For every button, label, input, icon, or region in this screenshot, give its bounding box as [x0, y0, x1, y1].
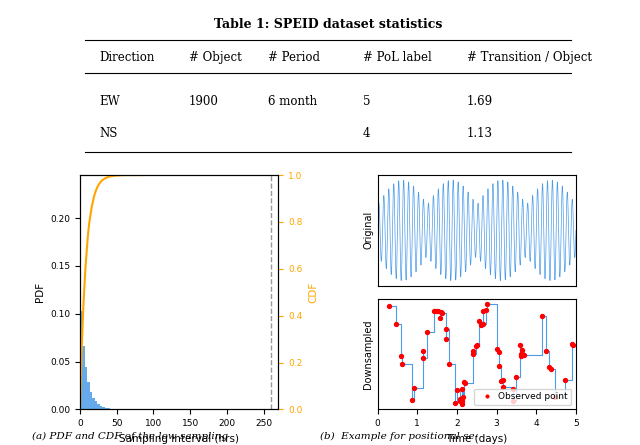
- Bar: [100, 406, 102, 409]
- X-axis label: Sampling interval (hrs): Sampling interval (hrs): [119, 434, 239, 444]
- Text: EW: EW: [100, 95, 120, 108]
- Point: [440, 325, 451, 332]
- Point: [508, 397, 518, 405]
- Point: [478, 320, 488, 328]
- Point: [433, 307, 443, 315]
- Point: [440, 335, 451, 342]
- Point: [536, 312, 547, 320]
- Point: [508, 386, 518, 393]
- Point: [541, 348, 551, 355]
- Text: Direction: Direction: [100, 51, 156, 64]
- Text: (a) PDF and CDF of the low sampling: (a) PDF and CDF of the low sampling: [32, 431, 228, 441]
- Point: [545, 363, 555, 370]
- Point: [492, 345, 502, 352]
- Bar: [88, 382, 90, 409]
- Point: [455, 398, 465, 405]
- Point: [498, 376, 508, 384]
- Point: [418, 355, 428, 362]
- Point: [458, 379, 468, 386]
- Text: (b)  Example for positional se-: (b) Example for positional se-: [320, 431, 478, 441]
- Point: [560, 376, 570, 384]
- Text: # Transition / Object: # Transition / Object: [467, 51, 592, 64]
- X-axis label: Time (days): Time (days): [446, 434, 508, 444]
- Bar: [92, 398, 95, 409]
- Point: [476, 321, 486, 328]
- Point: [451, 387, 461, 394]
- Bar: [97, 405, 100, 409]
- Point: [515, 341, 525, 348]
- Bar: [85, 367, 88, 409]
- Bar: [83, 346, 85, 409]
- Text: 1900: 1900: [189, 95, 219, 108]
- Point: [517, 346, 527, 353]
- Point: [493, 348, 504, 356]
- Bar: [80, 312, 83, 409]
- Point: [496, 378, 506, 385]
- Text: 4: 4: [363, 127, 370, 140]
- Point: [385, 302, 395, 309]
- Point: [568, 341, 579, 348]
- Y-axis label: Downsampled: Downsampled: [364, 320, 373, 389]
- Bar: [105, 408, 108, 409]
- Point: [435, 308, 445, 316]
- Point: [468, 350, 479, 357]
- Point: [422, 328, 433, 335]
- Point: [468, 347, 478, 354]
- Bar: [95, 401, 97, 409]
- Y-axis label: CDF: CDF: [308, 282, 318, 303]
- Point: [567, 340, 577, 348]
- Point: [451, 400, 461, 407]
- Point: [391, 320, 401, 328]
- Point: [396, 352, 406, 359]
- Point: [457, 385, 467, 392]
- Point: [409, 384, 419, 391]
- Point: [470, 342, 481, 349]
- Text: Table 1: SPEID dataset statistics: Table 1: SPEID dataset statistics: [214, 18, 442, 31]
- Legend: Observed point: Observed point: [474, 388, 572, 405]
- Point: [516, 351, 527, 358]
- Point: [444, 361, 454, 368]
- Y-axis label: PDF: PDF: [35, 282, 45, 302]
- Point: [457, 401, 467, 408]
- Text: 5: 5: [363, 95, 370, 108]
- Point: [436, 310, 447, 317]
- Text: 6 month: 6 month: [269, 95, 317, 108]
- Point: [550, 393, 560, 400]
- Point: [546, 366, 556, 373]
- Point: [481, 307, 491, 314]
- Point: [429, 307, 440, 314]
- Point: [494, 362, 504, 369]
- Point: [460, 380, 470, 387]
- Text: NS: NS: [100, 127, 118, 140]
- Bar: [90, 392, 92, 409]
- Point: [516, 352, 526, 360]
- Text: # PoL label: # PoL label: [363, 51, 431, 64]
- Point: [431, 308, 441, 315]
- Bar: [102, 408, 105, 409]
- Text: # Period: # Period: [269, 51, 321, 64]
- Text: 1.69: 1.69: [467, 95, 493, 108]
- Point: [407, 396, 417, 404]
- Text: # Object: # Object: [189, 51, 242, 64]
- Point: [435, 314, 445, 321]
- Point: [511, 373, 521, 380]
- Point: [474, 317, 484, 324]
- Y-axis label: Original: Original: [364, 211, 373, 250]
- Point: [478, 307, 488, 315]
- Point: [458, 393, 468, 400]
- Point: [482, 300, 492, 307]
- Point: [499, 384, 509, 391]
- Point: [519, 351, 529, 358]
- Point: [472, 341, 483, 348]
- Text: 1.13: 1.13: [467, 127, 493, 140]
- Point: [417, 347, 428, 354]
- Point: [396, 361, 406, 368]
- Point: [456, 398, 467, 405]
- Point: [455, 396, 465, 403]
